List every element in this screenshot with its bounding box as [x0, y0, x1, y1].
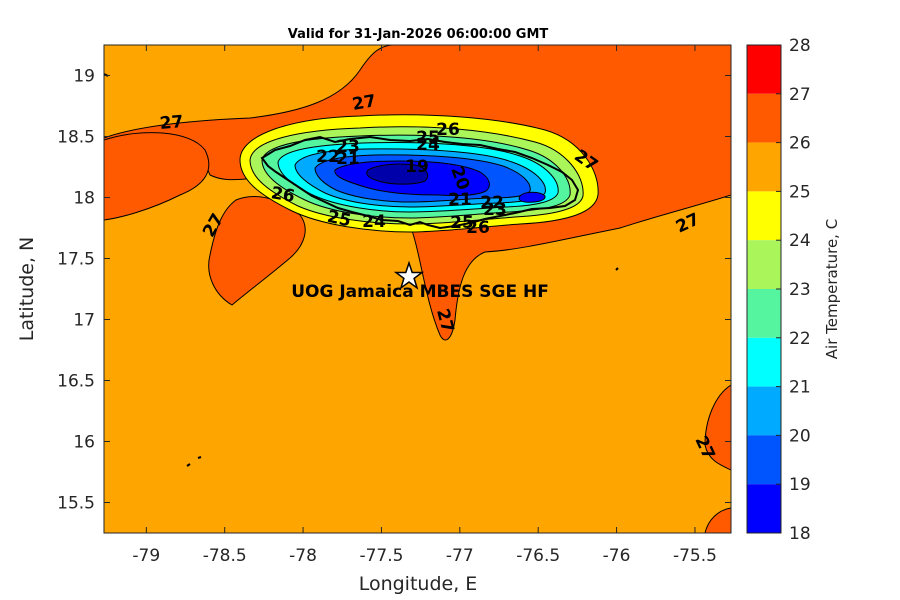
colorbar-tick-label: 28	[789, 36, 811, 56]
x-tick-label: -77.5	[359, 546, 403, 566]
site-label: UOG Jamaica MBES SGE HF	[291, 282, 549, 302]
colorbar-tick-label: 19	[789, 475, 811, 495]
y-tick-label: 15.5	[57, 494, 95, 514]
y-axis: 19 18.5 18 17.5 17 16.5 16 15.5	[57, 67, 731, 514]
contour-label: 25	[450, 213, 474, 233]
y-tick-label: 18	[73, 189, 95, 209]
contour-label: 23	[336, 137, 360, 157]
y-tick-label: 19	[73, 67, 95, 87]
colorbar-segment	[747, 191, 781, 241]
colorbar-segment	[747, 289, 781, 338]
y-axis-label: Latitude, N	[16, 237, 38, 342]
colorbar-tick-label: 25	[789, 182, 811, 202]
contour-label: 21	[448, 190, 472, 210]
y-tick-label: 16.5	[57, 372, 95, 392]
colorbar-segment	[747, 93, 781, 143]
contour-label: 25	[416, 128, 440, 148]
contour-label: 22	[316, 147, 340, 167]
contour-label: 27	[159, 112, 184, 134]
band-east-19-20	[518, 191, 546, 203]
contour-labels: 27 27 27 27 27 27 27 26 26 26 25 25 25 2…	[159, 91, 719, 463]
y-tick-label: 17.5	[57, 250, 95, 270]
colorbar: 28 27 26 25 24 23 22 21 20 19 18	[746, 36, 811, 544]
colorbar-tick-label: 27	[789, 85, 811, 105]
region-27-southeast-corner	[704, 507, 731, 533]
x-axis-label: Longitude, E	[359, 573, 478, 595]
contour-label: 26	[466, 218, 490, 238]
y-tick-label: 17	[73, 311, 95, 331]
small-island-1	[186, 463, 191, 467]
colorbar-tick-label: 24	[789, 231, 811, 251]
jamaica-coastline	[260, 135, 580, 230]
region-27-southeast	[704, 384, 731, 471]
map-title: Valid for 31-Jan-2026 06:00:00 GMT	[288, 27, 549, 42]
x-tick-label: -76.5	[516, 546, 560, 566]
x-tick-label: -77	[446, 546, 474, 566]
contour-label: 24	[362, 212, 386, 232]
colorbar-tick-label: 18	[789, 524, 811, 544]
contour-label: 25	[325, 207, 352, 231]
x-tick-label: -75.5	[673, 546, 717, 566]
colorbar-tick-label: 22	[789, 329, 811, 349]
colorbar-segment	[747, 386, 781, 436]
colorbar-tick-label: 26	[789, 134, 811, 154]
x-tick-label: -76	[603, 546, 631, 566]
colorbar-tick-label: 21	[789, 378, 811, 398]
colorbar-tick-label: 23	[789, 280, 811, 300]
x-tick-label: -78.5	[203, 546, 247, 566]
small-island-3	[615, 267, 619, 271]
small-island-2	[197, 456, 202, 459]
plot-frame	[103, 44, 732, 534]
colorbar-segment	[747, 142, 781, 192]
x-tick-label: -78	[289, 546, 317, 566]
colorbar-segment	[747, 484, 781, 533]
x-axis: -79 -78.5 -78 -77.5 -77 -76.5 -76 -75.5	[132, 45, 717, 566]
colorbar-segment	[747, 45, 781, 94]
colorbar-segment	[747, 337, 781, 387]
contour-label: 27	[351, 91, 378, 115]
contour-label: 22	[480, 193, 504, 213]
colorbar-segment	[747, 435, 781, 485]
colorbar-segment	[747, 240, 781, 289]
contour-label: 19	[405, 157, 429, 177]
contour-label: 23	[483, 200, 507, 220]
colorbar-label: Air Temperature, C	[823, 219, 841, 359]
band-18-19	[366, 163, 428, 185]
site-marker: UOG Jamaica MBES SGE HF	[291, 260, 549, 302]
colorbar-tick-label: 20	[789, 426, 811, 446]
contour-label: 26	[269, 183, 296, 207]
y-tick-label: 18.5	[57, 128, 95, 148]
y-tick-label: 16	[73, 433, 95, 453]
plot-area	[104, 45, 731, 533]
contour-label: 24	[416, 135, 440, 155]
contour-label: 26	[436, 120, 460, 140]
region-27-west	[104, 132, 210, 221]
contour-label: 21	[336, 149, 360, 169]
x-tick-label: -79	[132, 546, 160, 566]
star-icon	[393, 260, 425, 290]
